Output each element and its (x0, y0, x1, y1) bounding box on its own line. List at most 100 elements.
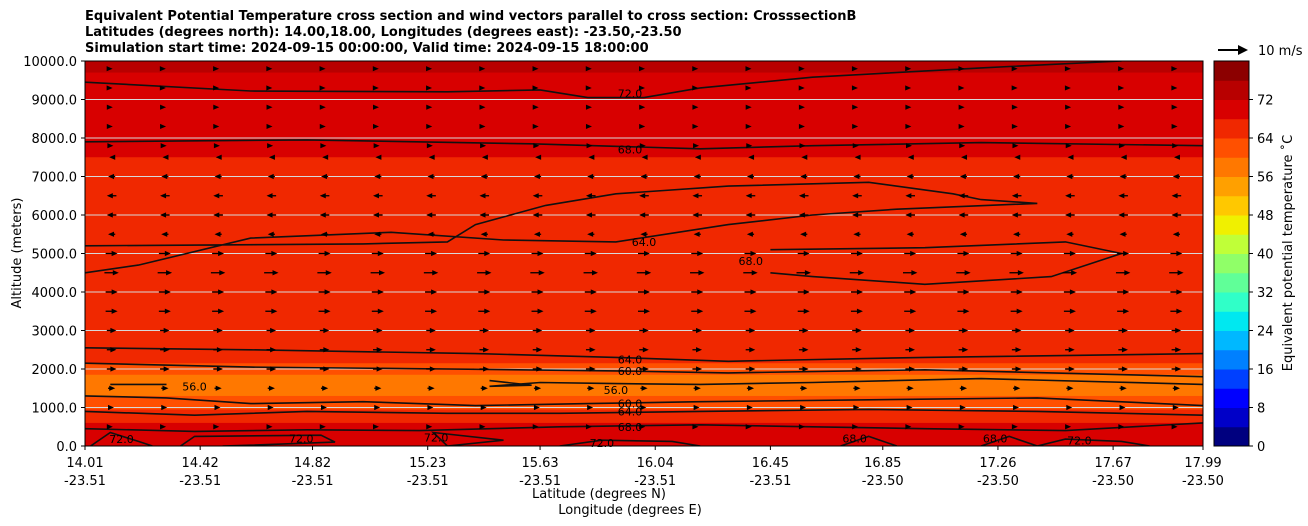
wind-vector (213, 366, 223, 372)
contour-label-17: 72.0 (1067, 435, 1092, 448)
wind-vector (693, 143, 700, 149)
wind-vector (746, 173, 755, 180)
wind-vector (371, 289, 384, 295)
chart-title-line-2: Latitudes (degrees north): 14.00,18.00, … (85, 25, 682, 40)
wind-vector (852, 212, 862, 218)
y-axis-label: Altitude (meters) (10, 198, 25, 309)
wind-vector (161, 231, 169, 237)
wind-vector (1172, 385, 1180, 391)
colorbar-swatch-9 (1214, 253, 1249, 274)
wind-vector (906, 231, 914, 237)
wind-vector (956, 270, 971, 276)
wind-vector (318, 250, 331, 257)
wind-vector (214, 385, 222, 391)
wind-vector (1014, 154, 1021, 160)
wind-vector (532, 193, 543, 199)
wind-vector (479, 104, 486, 110)
wind-vector (692, 66, 699, 72)
contour-60.0-8 (85, 395, 1203, 407)
chart-title-line-3: Simulation start time: 2024-09-15 00:00:… (85, 41, 649, 56)
wind-vector (1013, 231, 1021, 237)
wind-vector (373, 424, 380, 430)
wind-vector (158, 289, 171, 295)
wind-vector (748, 154, 755, 160)
x-tick-label-lon-1: -23.51 (179, 474, 221, 489)
y-tick-label-3: 3000.0 (32, 325, 78, 340)
wind-vector (1118, 347, 1128, 353)
x-tick-label-lon-8: -23.50 (977, 474, 1019, 489)
wind-vector (372, 85, 379, 91)
wind-vector (1118, 123, 1125, 130)
wind-vector (745, 347, 756, 353)
wind-vector (532, 366, 543, 372)
wind-vector (215, 154, 222, 160)
wind-vector (746, 385, 755, 391)
chart-title-line-1: Equivalent Potential Temperature cross s… (85, 9, 857, 24)
wind-vector (104, 270, 119, 276)
wind-vector (373, 212, 383, 218)
wind-vector (1064, 66, 1071, 72)
wind-vector (479, 366, 490, 372)
wind-vector (266, 193, 277, 199)
wind-vector (267, 385, 275, 391)
wind-vector (1065, 347, 1075, 353)
wind-vector (692, 85, 699, 91)
y-tick-label-0: 0.0 (56, 440, 77, 455)
wind-vector (798, 424, 805, 430)
wind-vector (1170, 308, 1183, 314)
wind-vector (1013, 404, 1020, 411)
wind-vector (319, 123, 326, 130)
contour-label-1: 68.0 (618, 144, 643, 157)
contour-68.0-16 (980, 435, 1038, 446)
x-tick-label-lon-6: -23.51 (749, 474, 791, 489)
wind-vector (1011, 424, 1018, 430)
wind-vector (319, 85, 326, 91)
wind-vector (213, 347, 223, 353)
wind-vector (214, 231, 222, 237)
wind-vector (425, 250, 438, 257)
contour-label-9: 64.0 (618, 405, 643, 418)
colorbar-tick-label-2: 16 (1257, 363, 1274, 378)
wind-vector (1011, 366, 1022, 372)
wind-vector (157, 270, 173, 276)
wind-vector (533, 404, 540, 411)
wind-vector (426, 347, 436, 353)
wind-vector (108, 231, 116, 237)
x-tick-label-lat-7: 16.85 (864, 456, 901, 471)
wind-vector (320, 173, 329, 180)
wind-vector (1011, 66, 1018, 72)
contour-72.0-14 (559, 439, 701, 446)
wind-vector (317, 270, 332, 276)
wind-vector-layer (104, 66, 1184, 430)
wind-vector (423, 270, 439, 276)
wind-vector (106, 104, 113, 110)
wind-vector (798, 123, 805, 130)
wind-vector (693, 231, 701, 237)
colorbar-tick-label-8: 64 (1257, 132, 1274, 147)
wind-vector (1115, 270, 1131, 276)
wind-vector (852, 424, 859, 430)
wind-vector (641, 154, 648, 160)
wind-vector (850, 289, 863, 295)
contour-label-2: 64.0 (632, 236, 657, 249)
theta-layer-2 (85, 126, 1203, 158)
colorbar-swatch-4 (1214, 349, 1249, 370)
y-tick-label-6: 6000.0 (32, 209, 78, 224)
wind-vector (532, 424, 539, 430)
wind-vector (533, 173, 542, 180)
wind-vector (478, 289, 491, 295)
wind-vector (958, 66, 965, 72)
wind-vector (479, 347, 490, 353)
wind-vector (374, 231, 382, 237)
wind-reference-arrow-head (1238, 45, 1248, 55)
wind-reference-key: 10 m/s (1218, 44, 1303, 59)
wind-reference-label: 10 m/s (1258, 44, 1303, 59)
wind-vector (639, 123, 646, 130)
wind-vector (957, 289, 970, 295)
wind-vector (212, 289, 225, 295)
wind-vector (961, 154, 968, 160)
wind-vector (1172, 143, 1179, 149)
wind-vector (640, 385, 648, 391)
wind-vector (798, 104, 805, 110)
